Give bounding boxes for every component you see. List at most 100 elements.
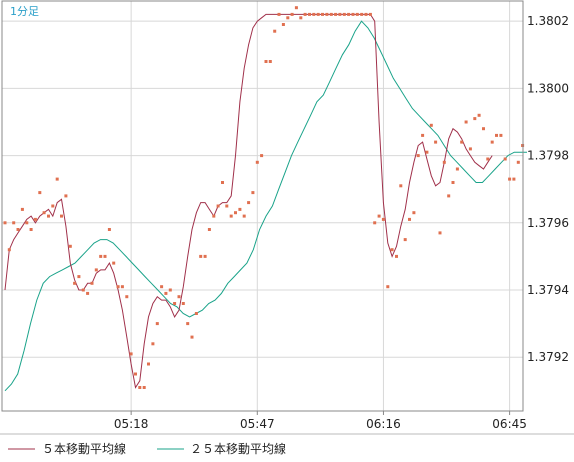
price-point xyxy=(142,386,146,389)
price-point xyxy=(299,16,303,20)
y-tick-label: 1.3798 xyxy=(527,149,569,163)
ma5-series xyxy=(4,13,493,389)
price-dots xyxy=(3,6,525,389)
price-point xyxy=(129,352,133,356)
price-point xyxy=(321,12,324,16)
price-point xyxy=(112,261,116,265)
price-point xyxy=(277,12,281,16)
price-point xyxy=(255,160,259,164)
price-point xyxy=(120,285,124,289)
ma5-line xyxy=(4,13,493,389)
price-point xyxy=(442,160,446,164)
price-point xyxy=(338,12,342,16)
price-point xyxy=(381,217,385,221)
price-point xyxy=(190,335,194,339)
price-point xyxy=(38,191,42,195)
price-point xyxy=(260,154,264,158)
price-point xyxy=(242,214,246,218)
price-point xyxy=(103,254,107,258)
price-point xyxy=(173,302,177,305)
price-point xyxy=(107,228,111,231)
plot-frame xyxy=(1,0,524,412)
x-tick-label: 06:16 xyxy=(366,417,401,431)
price-point xyxy=(164,291,168,295)
price-point xyxy=(451,181,455,184)
price-point xyxy=(490,140,494,144)
price-point xyxy=(455,167,459,171)
price-point xyxy=(55,177,59,181)
price-point xyxy=(468,147,472,151)
price-point xyxy=(29,228,33,231)
price-point xyxy=(47,214,50,218)
price-point xyxy=(94,268,98,272)
legend-label-ma5: ５本移動平均線 xyxy=(42,441,126,456)
price-point xyxy=(325,12,329,16)
price-point xyxy=(234,211,237,215)
x-axis-ticks: 05:18 05:47 06:16 06:45 xyxy=(114,411,527,431)
price-point xyxy=(412,211,416,215)
price-point xyxy=(312,12,316,16)
price-point xyxy=(216,204,220,208)
price-point xyxy=(360,12,364,16)
price-point xyxy=(290,12,294,16)
price-point xyxy=(20,207,24,211)
price-point xyxy=(495,133,498,137)
price-point xyxy=(203,254,207,258)
price-point xyxy=(351,12,355,16)
price-point xyxy=(368,12,372,16)
price-point xyxy=(42,211,46,215)
price-point xyxy=(116,285,120,289)
price-point xyxy=(347,12,351,16)
price-point xyxy=(516,160,520,164)
price-point xyxy=(316,12,320,16)
y-tick-label: 1.3800 xyxy=(527,81,569,95)
price-point xyxy=(399,184,403,188)
x-tick-label: 05:47 xyxy=(240,417,275,431)
price-point xyxy=(16,228,20,231)
price-point xyxy=(68,244,72,248)
price-point xyxy=(229,214,233,218)
price-point xyxy=(90,281,94,285)
price-point xyxy=(33,217,37,221)
y-tick-label: 1.3794 xyxy=(527,283,569,297)
price-point xyxy=(134,372,137,376)
legend-label-ma25: ２５本移動平均線 xyxy=(190,441,286,456)
price-point xyxy=(425,150,429,154)
price-point xyxy=(168,288,172,292)
legend-item-ma25: ２５本移動平均線 xyxy=(157,441,286,456)
price-point xyxy=(334,12,338,16)
price-point xyxy=(7,248,11,252)
legend-item-ma5: ５本移動平均線 xyxy=(8,441,126,456)
price-point xyxy=(464,120,468,124)
price-point xyxy=(512,177,516,181)
price-point xyxy=(73,281,77,285)
price-point xyxy=(225,204,229,208)
ma25-series xyxy=(4,20,527,392)
price-point xyxy=(99,254,103,258)
price-point xyxy=(207,228,211,231)
price-point xyxy=(212,214,216,218)
price-point xyxy=(386,285,390,289)
price-point xyxy=(155,322,159,326)
price-point xyxy=(460,140,464,144)
price-point xyxy=(77,275,81,279)
legend: ５本移動平均線 ２５本移動平均線 xyxy=(8,441,286,456)
price-point xyxy=(264,60,268,63)
price-point xyxy=(3,221,7,225)
price-point xyxy=(238,207,242,211)
price-point xyxy=(64,194,68,198)
price-point xyxy=(281,23,285,26)
price-point xyxy=(60,214,63,218)
y-tick-label: 1.3802 xyxy=(527,14,569,28)
price-point xyxy=(342,12,346,16)
price-point xyxy=(125,295,129,299)
price-point xyxy=(294,6,298,10)
price-point xyxy=(147,362,150,366)
price-point xyxy=(377,214,381,218)
price-point xyxy=(286,16,290,20)
price-point xyxy=(81,288,85,292)
price-point xyxy=(303,12,307,16)
price-point xyxy=(177,295,181,299)
price-point xyxy=(160,285,164,289)
